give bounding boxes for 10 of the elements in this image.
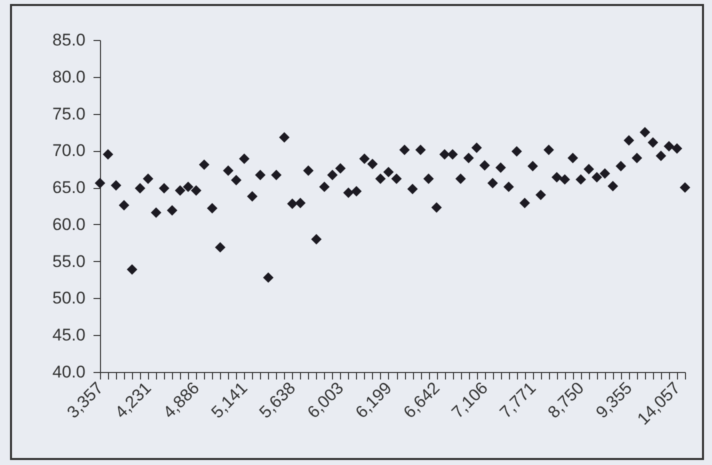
y-tick-label: 45.0 [52,326,86,345]
y-tick-label: 55.0 [52,252,86,271]
y-tick-label: 75.0 [52,104,86,124]
y-tick-label: 70.0 [52,141,86,160]
y-tick-label: 50.0 [52,288,86,308]
y-tick-label: 60.0 [52,214,86,234]
y-tick-label: 80.0 [52,67,86,86]
y-tick-label: 40.0 [52,362,86,382]
y-tick-label: 85.0 [52,30,86,50]
y-tick-label: 65.0 [52,178,86,198]
